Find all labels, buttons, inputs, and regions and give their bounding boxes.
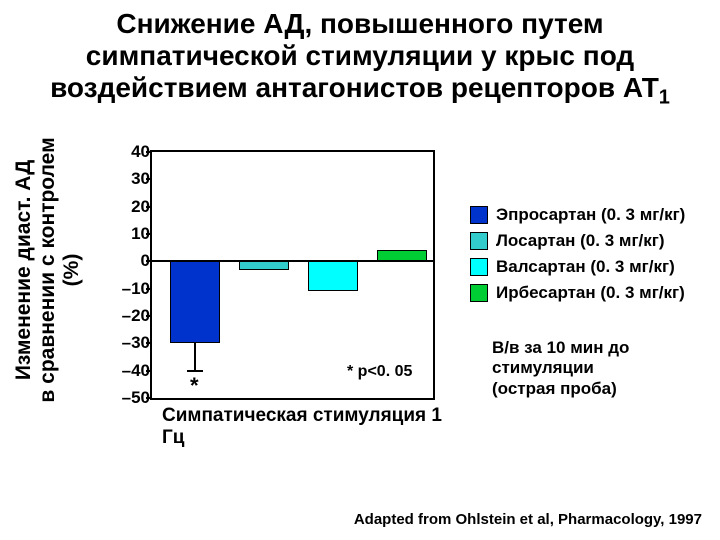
- ytick-mark: [146, 315, 152, 317]
- note-line2: стимуляции: [492, 358, 594, 377]
- title-line2: симпатической стимуляции у крыс под: [86, 40, 634, 71]
- plot-area: 403020100–10–20–30–40–50** p<0. 05: [150, 150, 435, 400]
- ytick-mark: [146, 151, 152, 153]
- ytick-mark: [146, 260, 152, 262]
- legend-label: Валсартан (0. 3 мг/кг): [496, 257, 675, 277]
- bar: [377, 250, 427, 261]
- ytick-label: 10: [110, 224, 150, 244]
- ytick-label: –10: [110, 279, 150, 299]
- ytick-label: –20: [110, 306, 150, 326]
- ytick-label: –50: [110, 388, 150, 408]
- legend-item: Эпросартан (0. 3 мг/кг): [470, 205, 685, 225]
- y-axis-label: Изменение диаст. АД в сравнении с контро…: [12, 130, 84, 410]
- legend-label: Лосартан (0. 3 мг/кг): [496, 231, 665, 251]
- error-cap: [187, 370, 203, 372]
- note-line1: В/в за 10 мин до: [492, 338, 629, 357]
- ytick-mark: [146, 178, 152, 180]
- note-line3: (острая проба): [492, 379, 617, 398]
- legend-swatch: [470, 206, 488, 224]
- slide-title: Снижение АД, повышенного путем симпатиче…: [20, 8, 700, 110]
- p-value-text: * p<0. 05: [347, 363, 412, 381]
- title-line1: Снижение АД, повышенного путем: [116, 8, 603, 39]
- ytick-label: 0: [110, 251, 150, 271]
- legend-label: Ирбесартан (0. 3 мг/кг): [496, 283, 685, 303]
- legend-swatch: [470, 258, 488, 276]
- ytick-label: –30: [110, 333, 150, 353]
- bar-chart: 403020100–10–20–30–40–50** p<0. 05 Симпа…: [110, 140, 450, 420]
- legend-swatch: [470, 284, 488, 302]
- ytick-mark: [146, 370, 152, 372]
- bar: [239, 261, 289, 269]
- ytick-label: 20: [110, 197, 150, 217]
- legend-item: Лосартан (0. 3 мг/кг): [470, 231, 685, 251]
- ytick-mark: [146, 342, 152, 344]
- title-line3: воздействием антагонистов рецепторов АТ: [50, 72, 659, 103]
- legend-item: Валсартан (0. 3 мг/кг): [470, 257, 685, 277]
- ylabel-line2: в сравнении с контролем (%): [36, 137, 83, 402]
- note-text: В/в за 10 мин до стимуляции (острая проб…: [492, 338, 702, 399]
- ytick-label: 30: [110, 169, 150, 189]
- ylabel-line1: Изменение диаст. АД: [12, 160, 35, 380]
- legend-item: Ирбесартан (0. 3 мг/кг): [470, 283, 685, 303]
- bar: [308, 261, 358, 291]
- ytick-label: 40: [110, 142, 150, 162]
- ytick-mark: [146, 397, 152, 399]
- slide: Снижение АД, повышенного путем симпатиче…: [0, 0, 720, 540]
- error-bar: [194, 343, 196, 370]
- ytick-label: –40: [110, 361, 150, 381]
- ytick-mark: [146, 233, 152, 235]
- title-subscript: 1: [659, 87, 670, 109]
- ytick-mark: [146, 206, 152, 208]
- ytick-mark: [146, 288, 152, 290]
- citation: Adapted from Ohlstein et al, Pharmacolog…: [354, 511, 702, 528]
- legend: Эпросартан (0. 3 мг/кг) Лосартан (0. 3 мг…: [470, 205, 685, 309]
- legend-swatch: [470, 232, 488, 250]
- bar: [170, 261, 220, 343]
- legend-label: Эпросартан (0. 3 мг/кг): [496, 205, 685, 225]
- significance-star: *: [190, 373, 199, 399]
- x-axis-label: Симпатическая стимуляция 1 Гц: [162, 405, 450, 449]
